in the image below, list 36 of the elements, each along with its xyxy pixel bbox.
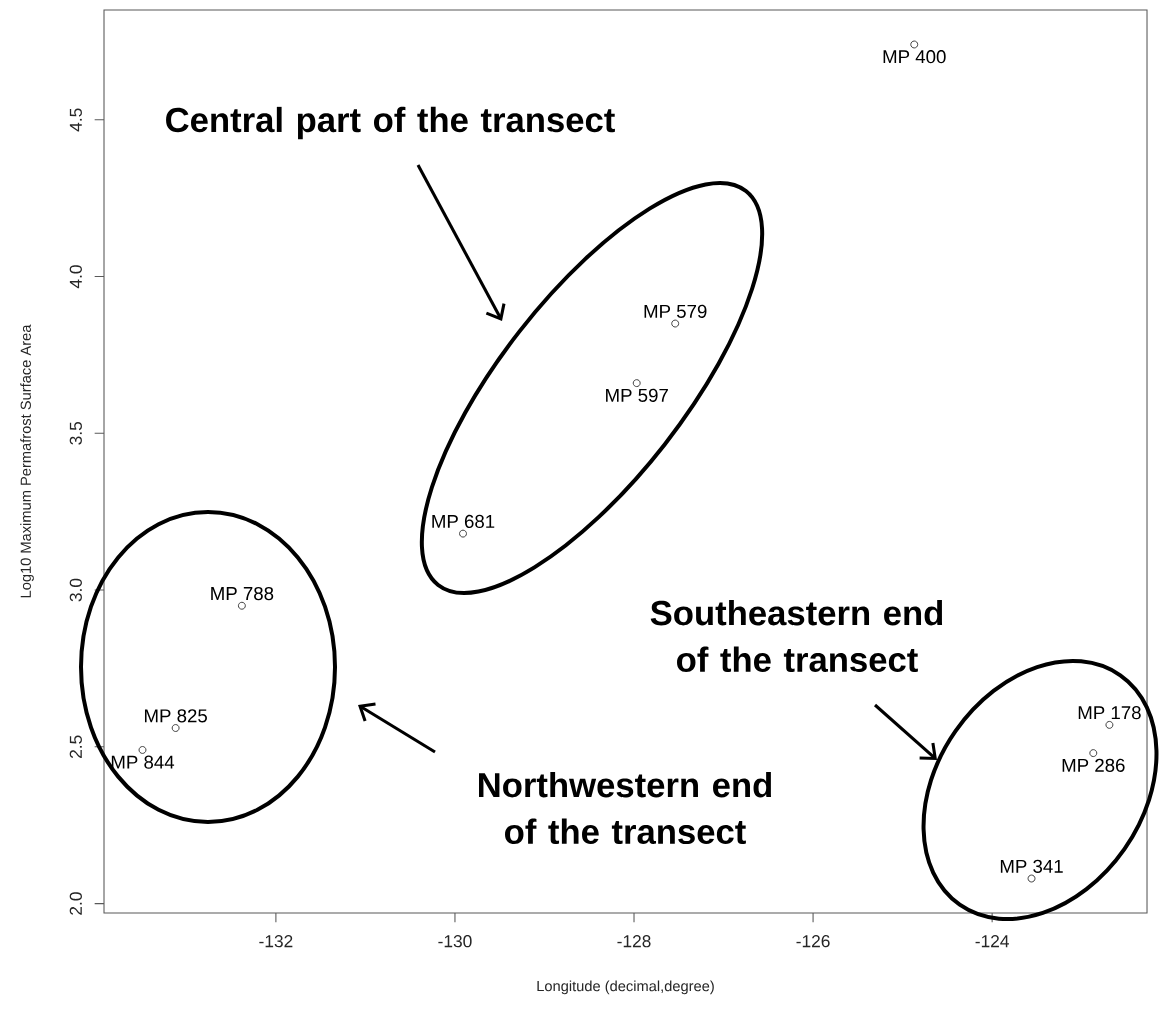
point bbox=[237, 601, 246, 610]
data-label: MP 825 bbox=[144, 709, 207, 723]
y-tick-label: 2.0 bbox=[69, 892, 82, 915]
point bbox=[1027, 874, 1036, 883]
y-axis-title: Log10 Maximum Permafrost Surface Area bbox=[20, 324, 34, 598]
data-label: MP 400 bbox=[883, 50, 946, 64]
point bbox=[1105, 720, 1114, 729]
data-label: MP 579 bbox=[644, 304, 707, 318]
data-label: MP 597 bbox=[606, 388, 668, 402]
x-tick-label: -128 bbox=[617, 935, 651, 948]
annotation: Central part of the transect bbox=[166, 106, 615, 140]
point bbox=[1089, 749, 1098, 758]
data-label: MP 286 bbox=[1062, 758, 1125, 772]
data-label: MP 844 bbox=[111, 755, 175, 769]
y-tick-label: 3.5 bbox=[69, 421, 82, 445]
x-axis-title: Longitude (decimal,degree) bbox=[537, 980, 714, 995]
x-tick-label: -130 bbox=[438, 935, 472, 948]
point bbox=[632, 379, 641, 388]
point bbox=[171, 724, 180, 732]
point bbox=[138, 746, 147, 754]
point bbox=[459, 529, 467, 538]
data-label: MP 341 bbox=[1000, 859, 1063, 873]
x-tick-label: -132 bbox=[259, 935, 293, 948]
point bbox=[671, 319, 680, 328]
point bbox=[910, 40, 919, 49]
data-label: MP 788 bbox=[211, 586, 274, 601]
x-tick-label: -126 bbox=[796, 935, 830, 948]
data-label: MP 178 bbox=[1078, 706, 1141, 720]
annotation: Southeastern end of the transect bbox=[650, 599, 943, 673]
data-label: MP 681 bbox=[432, 514, 495, 529]
y-tick-label: 3.0 bbox=[69, 578, 82, 602]
annotation: Northwestern end of the transect bbox=[479, 771, 772, 845]
y-tick-label: 4.5 bbox=[69, 108, 82, 132]
y-tick-label: 2.5 bbox=[69, 735, 82, 758]
x-tick-label: -124 bbox=[975, 935, 1009, 948]
y-tick-label: 4.0 bbox=[69, 265, 82, 289]
